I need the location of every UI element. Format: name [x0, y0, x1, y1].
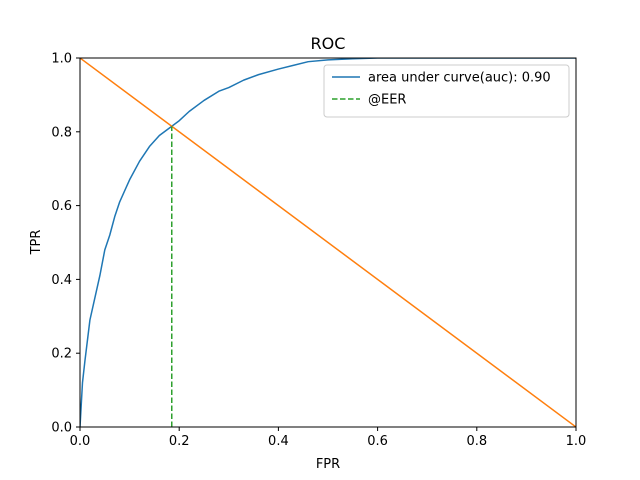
- y-axis-label: TPR: [29, 230, 44, 256]
- legend-label: @EER: [368, 93, 406, 108]
- x-tick-label: 0.4: [268, 434, 289, 449]
- x-tick-label: 0.2: [169, 434, 190, 449]
- plot-frame: [79, 57, 577, 428]
- chart-title: ROC: [311, 34, 346, 53]
- legend-label: area under curve(auc): 0.90: [368, 71, 551, 86]
- x-tick-label: 0.8: [466, 434, 487, 449]
- x-tick-label: 1.0: [566, 434, 587, 449]
- x-tick-label: 0.6: [367, 434, 388, 449]
- y-tick-label: 0.8: [51, 125, 72, 140]
- y-tick-label: 0.4: [51, 273, 72, 288]
- y-tick-label: 0.6: [51, 199, 72, 214]
- y-tick-label: 0.0: [51, 421, 72, 436]
- axis-ticks: 0.0 0.2 0.4 0.6 0.8 1.0 0.0 0.2 0.4 0.6 0.8 1.0: [51, 52, 586, 450]
- x-axis-label: FPR: [316, 457, 340, 472]
- y-tick-label: 1.0: [51, 52, 72, 67]
- x-tick-label: 0.0: [70, 434, 91, 449]
- y-tick-label: 0.2: [51, 347, 72, 362]
- legend-box: [323, 64, 570, 118]
- series-line-1: [80, 58, 576, 427]
- legend: area under curve(auc): 0.90 @EER: [323, 64, 570, 118]
